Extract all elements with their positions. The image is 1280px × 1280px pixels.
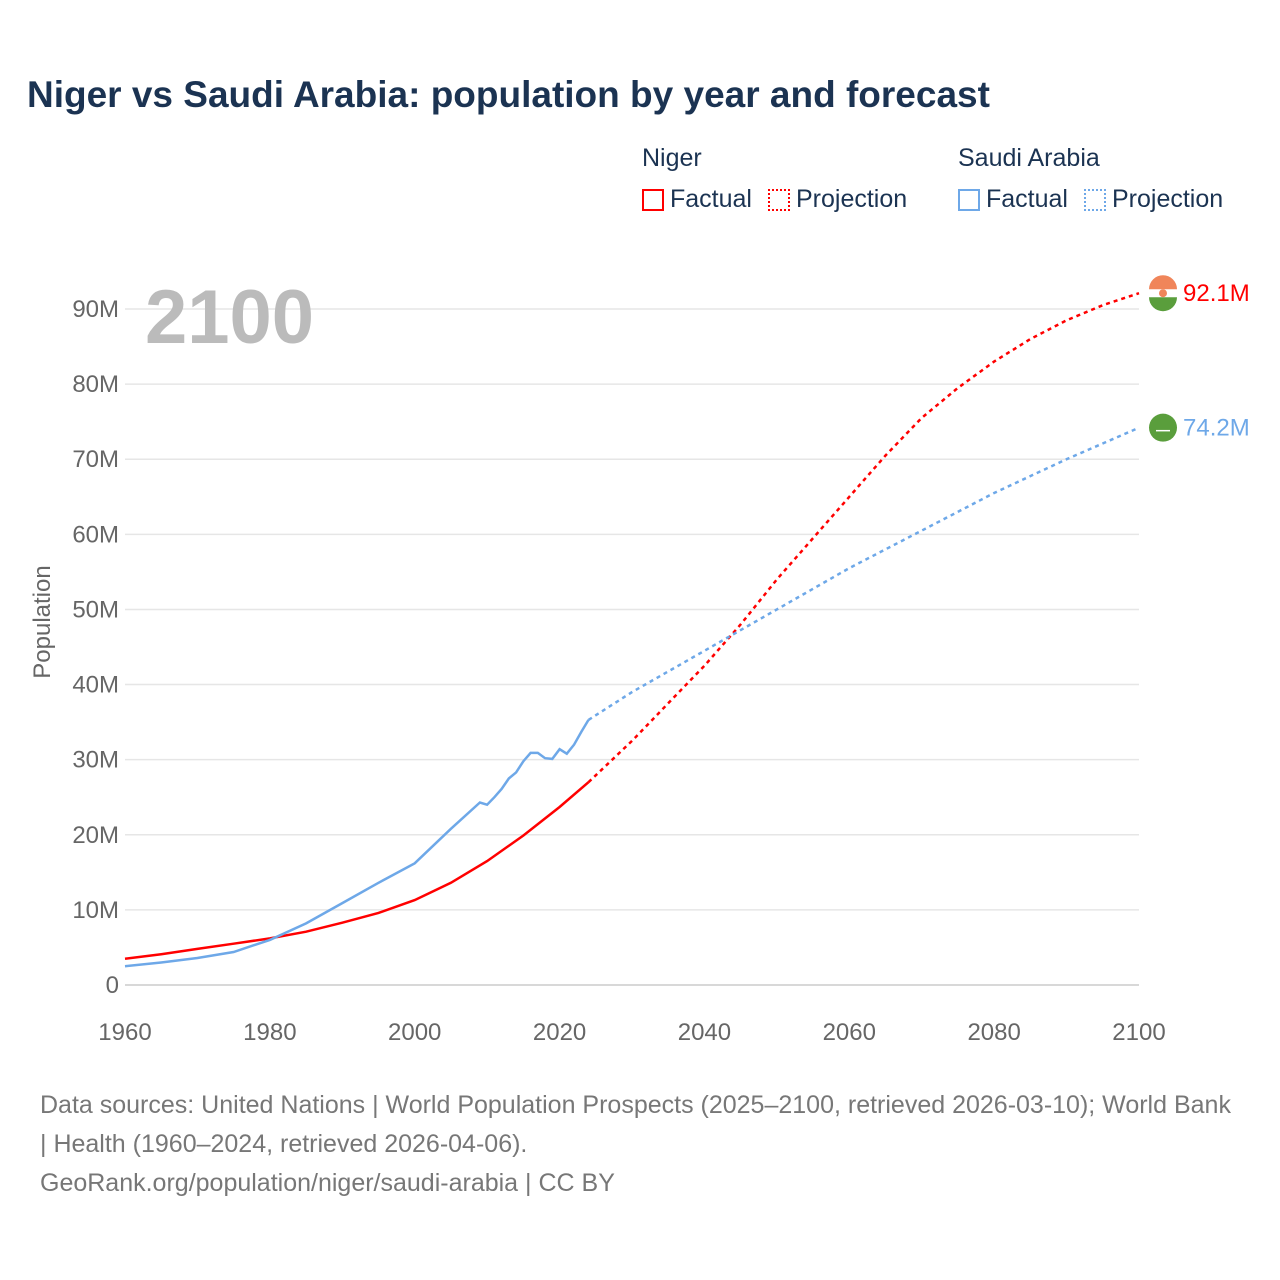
x-tick-label: 1980 [243,1019,296,1046]
y-tick-label: 80M [72,371,119,398]
x-tick-label: 2000 [388,1019,441,1046]
projection-swatch-icon [1083,188,1106,211]
legend-saudi-factual[interactable]: Factual [958,185,1068,214]
x-tick-label: 2080 [967,1019,1020,1046]
year-watermark: 2100 [145,275,314,360]
y-tick-label: 50M [72,596,119,623]
series-0-factual-line [124,781,590,960]
factual-swatch-icon [642,188,664,211]
legend-label: Factual [986,185,1068,213]
chart-title: Niger vs Saudi Arabia: population by yea… [27,74,990,115]
niger-flag-icon [1149,275,1178,312]
legend-label: Factual [670,185,752,213]
legend-niger-factual[interactable]: Factual [642,185,752,214]
y-tick-label: 60M [72,521,119,548]
legend-label: Projection [795,185,908,213]
series-1-factual-line [124,719,590,968]
y-tick-label: 30M [72,747,119,774]
end-value-label: 92.1M [1183,280,1250,307]
legend-label: Projection [1111,185,1224,213]
x-tick-label: 2100 [1112,1019,1165,1046]
y-tick-label: 10M [72,897,119,924]
legend-saudi-arabia: Saudi Arabia Factual Projection [958,144,1223,214]
credit-link[interactable]: GeoRank.org/population/niger/saudi-arabi… [40,1169,615,1197]
y-tick-label: 20M [72,822,119,849]
factual-swatch-icon [958,188,980,211]
legend-niger-projection[interactable]: Projection [767,185,908,214]
projection-swatch-icon [767,188,790,211]
y-tick-label: 40M [72,672,119,699]
legend-group-title: Saudi Arabia [958,144,1100,172]
legend-niger: Niger Factual Projection [642,144,907,214]
y-tick-label: 90M [72,296,119,323]
saudi-flag-icon [1149,413,1177,442]
series-0-projection-line [587,292,1140,784]
y-axis-label: Population [29,565,56,678]
end-value-label: 74.2M [1183,415,1250,442]
x-tick-label: 2040 [678,1019,731,1046]
legend-group-title: Niger [642,144,702,172]
x-tick-label: 1960 [98,1019,151,1046]
legend-saudi-projection[interactable]: Projection [1083,185,1224,214]
x-tick-label: 2060 [823,1019,876,1046]
y-tick-label: 70M [72,446,119,473]
series-1-projection-line [587,426,1140,721]
x-tick-label: 2020 [533,1019,586,1046]
footer: Data sources: United Nations | World Pop… [40,1086,1240,1203]
data-sources: Data sources: United Nations | World Pop… [40,1091,1231,1158]
y-tick-label: 0 [106,972,119,999]
